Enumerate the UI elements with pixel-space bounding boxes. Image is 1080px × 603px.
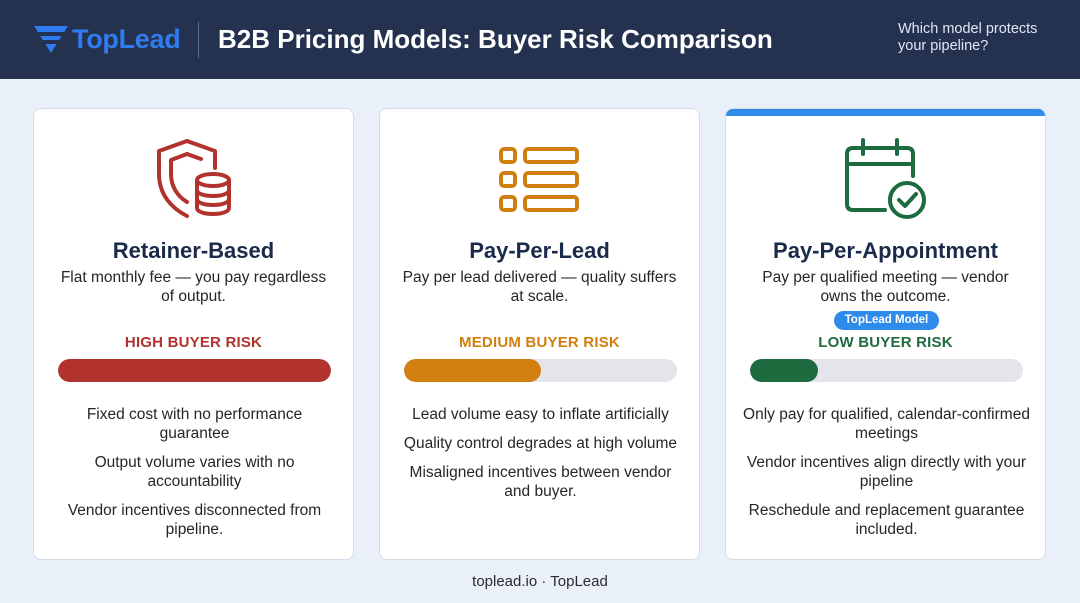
header-tagline: Which model protects your pipeline? <box>898 21 1038 54</box>
risk-bar-fill <box>404 359 541 382</box>
point-list: Lead volume easy to inflate artificially… <box>396 405 685 511</box>
logo-text: TopLead <box>72 23 181 54</box>
card-pay-per-lead: Pay-Per-Lead Pay per lead delivered — qu… <box>379 108 700 560</box>
card-title: Pay-Per-Lead <box>469 238 610 263</box>
point-list: Only pay for qualified, calendar-confirm… <box>742 405 1031 549</box>
risk-bar-fill <box>750 359 819 382</box>
list-item: Reschedule and replacement guarantee inc… <box>748 502 1025 538</box>
shield-coins-icon <box>144 134 244 224</box>
risk-label: MEDIUM BUYER RISK <box>459 334 620 351</box>
card-description: Pay per qualified meeting — vendor owns … <box>762 269 1009 305</box>
card-title: Retainer-Based <box>112 238 275 263</box>
risk-bar <box>404 359 677 382</box>
page-title: B2B Pricing Models: Buyer Risk Compariso… <box>218 24 773 54</box>
risk-bar <box>750 359 1023 382</box>
list-item: Vendor incentives disconnected from pipe… <box>67 502 322 538</box>
point-list: Fixed cost with no performance guarantee… <box>50 405 339 549</box>
list-item: Lead volume easy to inflate artificially <box>412 406 669 423</box>
card-description: Flat monthly fee — you pay regardless of… <box>60 269 327 305</box>
risk-bar-fill <box>58 359 331 382</box>
risk-label: LOW BUYER RISK <box>818 334 953 351</box>
list-item: Misaligned incentives between vendor and… <box>409 464 672 500</box>
card-title: Pay-Per-Appointment <box>773 238 998 263</box>
header-divider <box>198 22 199 58</box>
list-icon <box>490 134 590 224</box>
toplead-model-badge: TopLead Model <box>834 311 939 330</box>
list-item: Quality control degrades at high volume <box>403 435 678 452</box>
calendar-check-icon <box>836 134 936 224</box>
risk-label: HIGH BUYER RISK <box>124 334 263 351</box>
list-item: Fixed cost with no performance guarantee <box>86 406 303 442</box>
header: TopLead B2B Pricing Models: Buyer Risk C… <box>0 0 1080 79</box>
list-item: Output volume varies with no accountabil… <box>94 454 295 490</box>
list-item: Vendor incentives align directly with yo… <box>746 454 1027 490</box>
list-item: Only pay for qualified, calendar-confirm… <box>743 406 1030 442</box>
toplead-logo-icon <box>33 26 69 53</box>
card-pay-per-appointment: Pay-Per-Appointment Pay per qualified me… <box>725 108 1046 560</box>
highlight-bar <box>726 109 1045 116</box>
card-description: Pay per lead delivered — quality suffers… <box>402 269 677 305</box>
card-retainer-based: Retainer-Based Flat monthly fee — you pa… <box>33 108 354 560</box>
risk-bar <box>58 359 331 382</box>
footer-text[interactable]: toplead.io · TopLead <box>472 573 608 590</box>
logo[interactable]: TopLead <box>33 20 181 58</box>
